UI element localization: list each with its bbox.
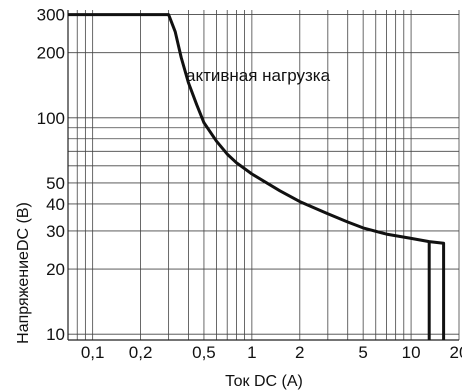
annotation-label: активная нагрузка <box>186 66 331 85</box>
x-axis-title: Ток DC (A) <box>225 373 303 390</box>
y-tick-label: 10 <box>46 325 65 344</box>
series-line-1 <box>68 13 446 340</box>
x-tick-label: 20 <box>450 343 462 362</box>
y-axis-title: НапряжениеDC (В) <box>15 202 32 344</box>
y-tick-label: 30 <box>46 222 65 241</box>
series-layer <box>68 13 446 340</box>
y-tick-label: 200 <box>37 44 65 63</box>
x-tick-label: 1 <box>247 343 256 362</box>
y-tick-label: 100 <box>37 109 65 128</box>
x-tick-label: 0,5 <box>192 343 216 362</box>
x-tick-label: 10 <box>402 343 421 362</box>
x-tick-label: 0,2 <box>129 343 153 362</box>
x-tick-label: 0,1 <box>81 343 105 362</box>
y-tick-label: 300 <box>37 6 65 25</box>
tick-labels: 0,1 0,2 0,5 1 2 5 10 20 10 20 30 40 50 100 200 300 <box>37 6 462 362</box>
y-tick-label: 50 <box>46 174 65 193</box>
grid <box>67 10 460 341</box>
y-tick-label: 20 <box>46 260 65 279</box>
y-tick-label: 40 <box>46 195 65 214</box>
x-tick-label: 5 <box>358 343 367 362</box>
x-tick-label: 2 <box>295 343 304 362</box>
